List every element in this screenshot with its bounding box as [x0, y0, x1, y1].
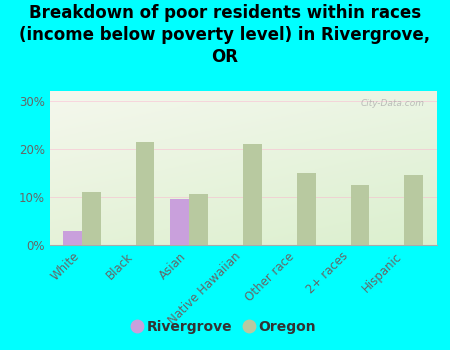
Bar [243, 144, 262, 245]
Text: City-Data.com: City-Data.com [361, 99, 425, 108]
Legend: Rivergrove, Oregon: Rivergrove, Oregon [128, 314, 322, 340]
Text: Breakdown of poor residents within races
(income below poverty level) in Rivergr: Breakdown of poor residents within races… [19, 4, 431, 66]
Bar [135, 141, 154, 245]
Bar [351, 185, 369, 245]
Bar [82, 192, 100, 245]
Bar [297, 173, 315, 245]
Bar [171, 199, 189, 245]
Bar [189, 195, 208, 245]
Bar [404, 175, 423, 245]
Bar [63, 231, 82, 245]
